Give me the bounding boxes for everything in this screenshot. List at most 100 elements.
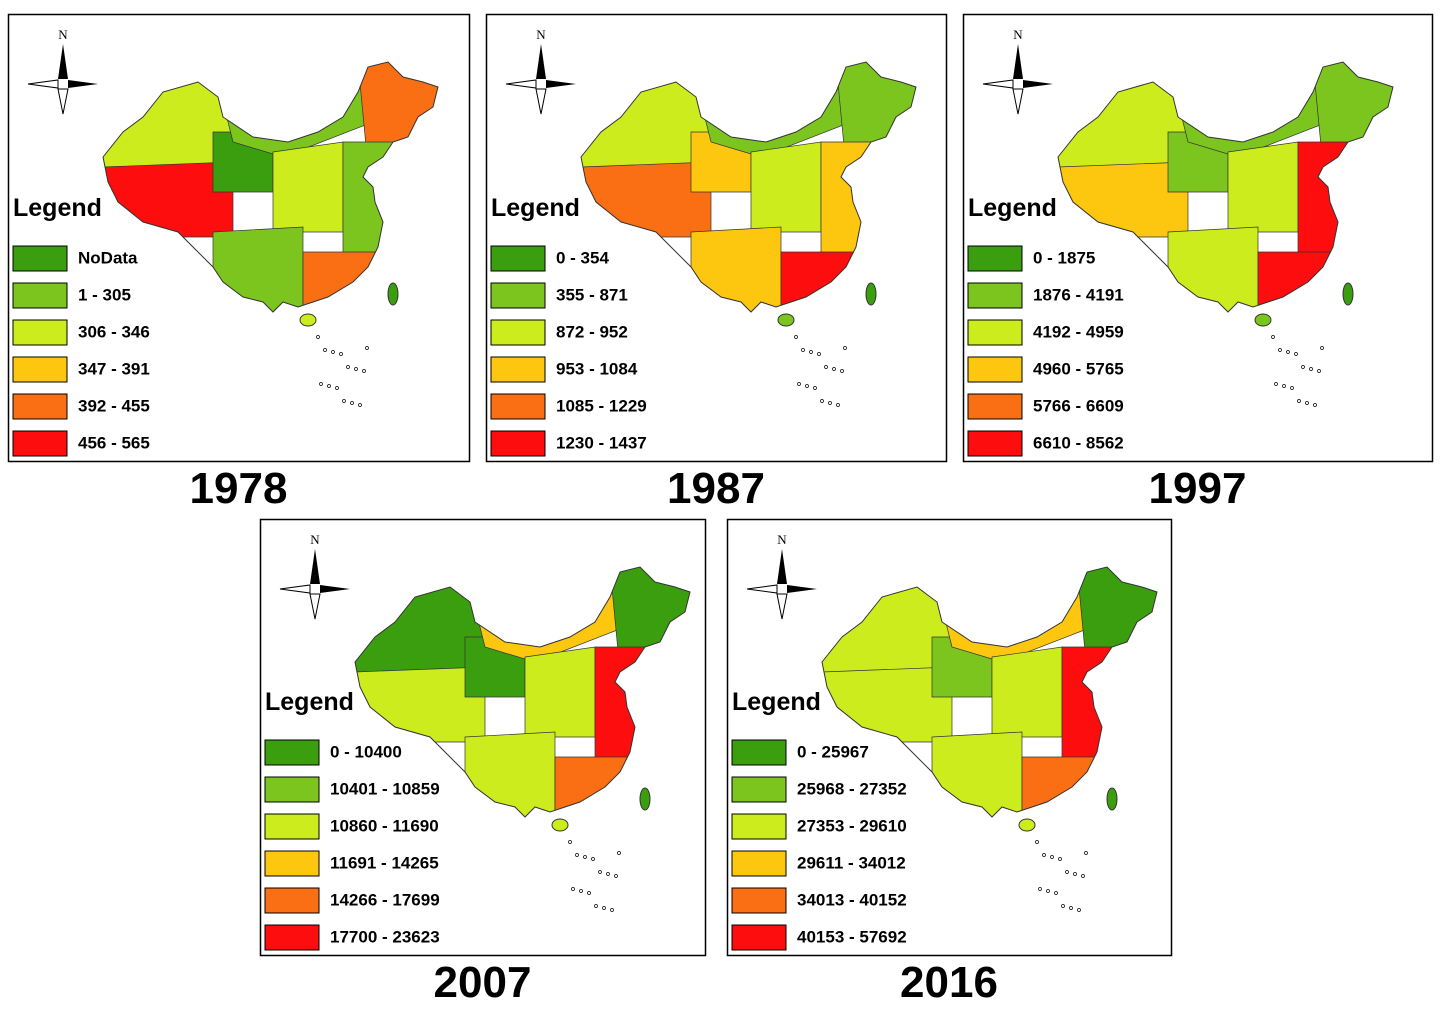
legend-swatch [264,924,320,951]
legend-swatch [967,356,1023,383]
legend-label: 456 - 565 [78,433,150,452]
legend-label: 27353 - 29610 [797,816,907,835]
taiwan [1342,282,1354,306]
island [832,367,836,371]
legend-label: 1 - 305 [78,285,131,304]
north-arrow [982,44,1053,115]
legend-label: 306 - 346 [78,322,150,341]
island [836,403,840,407]
island [568,840,572,844]
legend-label: 0 - 25967 [797,742,869,761]
island [1061,904,1065,908]
island [794,335,798,339]
legend-label: 0 - 354 [556,248,609,267]
north-label: N [777,532,787,547]
legend-swatch [490,430,546,457]
island [583,855,587,859]
legend-label: 355 - 871 [556,285,628,304]
north-arrow [746,549,817,620]
island [813,386,817,390]
legend-swatch [12,356,68,383]
legend-swatch [731,739,787,766]
island [1271,335,1275,339]
year-label: 1987 [667,464,765,513]
island [339,352,343,356]
island [571,887,575,891]
island [316,335,320,339]
legend-swatch [490,356,546,383]
legend-title: Legend [13,194,102,222]
map-panel: N Legend 0 - 10400 10401 - 10859 10860 - 116… [259,518,707,957]
island [617,851,621,855]
legend-label: 347 - 391 [78,359,150,378]
island [1038,887,1042,891]
country-outline [821,566,1158,818]
legend-label: 1085 - 1229 [556,396,647,415]
legend-label: 17700 - 23623 [330,927,440,946]
legend-swatch [12,245,68,272]
legend-swatch [490,245,546,272]
legend-swatch [967,393,1023,420]
legend-label: 5766 - 6609 [1033,396,1124,415]
legend-swatch [264,813,320,840]
island [1054,891,1058,895]
island [1077,908,1081,912]
legend-swatch [12,319,68,346]
legend-swatch [490,319,546,346]
island [1274,382,1278,386]
legend-label: 953 - 1084 [556,359,638,378]
taiwan [639,787,651,811]
legend-label: 10401 - 10859 [330,779,440,798]
country-outline [102,61,439,313]
island [358,403,362,407]
legend-label: 11691 - 14265 [330,853,439,872]
island [843,346,847,350]
island [319,382,323,386]
year-label: 2007 [434,958,532,1007]
island [1069,906,1073,910]
north-arrow [279,549,350,620]
legend-label: 34013 - 40152 [797,890,907,909]
island [614,874,618,878]
hainan [1254,313,1272,327]
island [1046,889,1050,893]
country-outline [354,566,691,818]
legend-label: 25968 - 27352 [797,779,907,798]
legend-title: Legend [491,194,580,222]
legend-swatch [967,319,1023,346]
year-label: 1978 [190,464,288,513]
legend-swatch [12,430,68,457]
legend-label: 0 - 1875 [1033,248,1095,267]
legend-swatch [731,850,787,877]
island [801,348,805,352]
map-panel: N Legend NoData 1 - 305 306 - 346 347 - 391 39… [7,13,471,463]
island [1317,369,1321,373]
island [602,906,606,910]
island [335,386,339,390]
legend-label: 1230 - 1437 [556,433,647,452]
legend-swatch [967,282,1023,309]
north-label: N [310,532,320,547]
island [1042,853,1046,857]
island [1050,855,1054,859]
island [1294,352,1298,356]
legend-swatch [731,776,787,803]
island [598,870,602,874]
north-label: N [1013,27,1023,42]
legend-swatch [264,739,320,766]
legend-label: 4192 - 4959 [1033,322,1124,341]
north-arrow [505,44,576,115]
island [365,346,369,350]
island [606,872,610,876]
island [346,365,350,369]
hainan [777,313,795,327]
legend-title: Legend [732,688,821,716]
legend-label: 10860 - 11690 [330,816,439,835]
island [1320,346,1324,350]
north-label: N [536,27,546,42]
legend-swatch [731,924,787,951]
legend-label: 872 - 952 [556,322,628,341]
island [1297,399,1301,403]
island [1278,348,1282,352]
map-panel: N Legend 0 - 354 355 - 871 872 - 952 953 - 10… [485,13,948,463]
